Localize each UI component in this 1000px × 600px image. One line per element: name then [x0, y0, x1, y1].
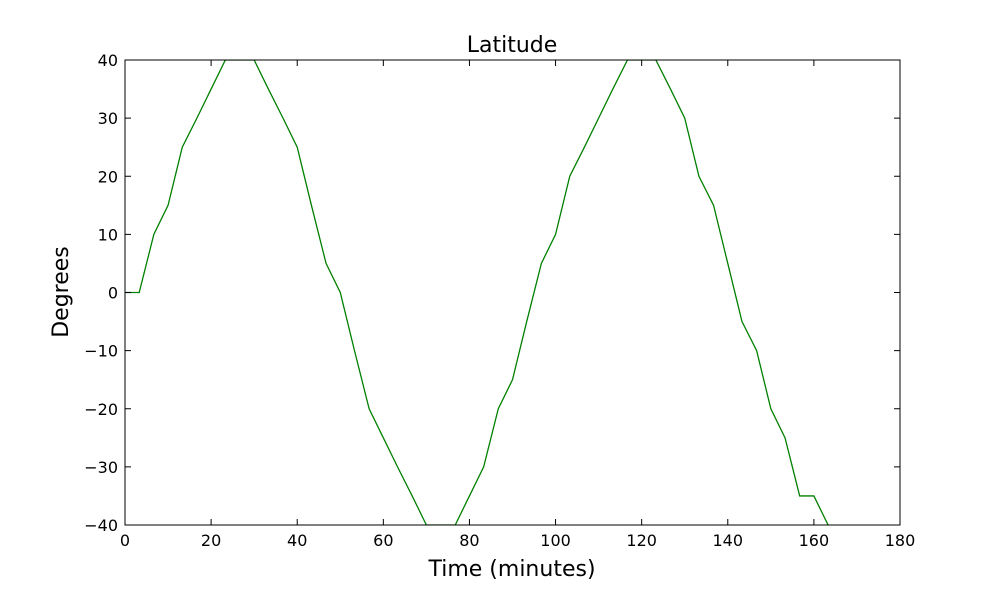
x-axis-label: Time (minutes): [427, 557, 595, 582]
x-tick-label: 60: [373, 531, 393, 550]
chart-title: Latitude: [467, 33, 558, 58]
x-tick-label: 140: [713, 531, 744, 550]
x-tick-label: 40: [287, 531, 307, 550]
y-tick-label: −10: [84, 342, 118, 361]
plot-area: [124, 59, 901, 526]
y-tick-label: −20: [84, 400, 118, 419]
y-tick-label: 40: [98, 51, 118, 70]
y-tick-label: 0: [108, 284, 118, 303]
x-tick-label: 120: [626, 531, 657, 550]
y-axis-ticks: −40 −30 −20 −10 0 10 20 30 40: [84, 51, 900, 535]
x-tick-label: 180: [885, 531, 916, 550]
x-tick-label: 20: [201, 531, 221, 550]
x-tick-label: 100: [540, 531, 571, 550]
x-tick-label: 0: [120, 531, 130, 550]
y-tick-label: 10: [98, 225, 118, 244]
y-tick-label: −40: [84, 516, 118, 535]
x-axis-ticks: 0 20 40 60 80 100 120 140 160 180: [120, 60, 915, 550]
x-tick-label: 160: [799, 531, 830, 550]
y-tick-label: −30: [84, 458, 118, 477]
plot-frame: [124, 59, 901, 526]
y-tick-label: 20: [98, 167, 118, 186]
y-axis-label: Degrees: [49, 246, 74, 338]
y-tick-label: 30: [98, 109, 118, 128]
series-line-0: [125, 60, 829, 525]
x-tick-label: 80: [459, 531, 479, 550]
